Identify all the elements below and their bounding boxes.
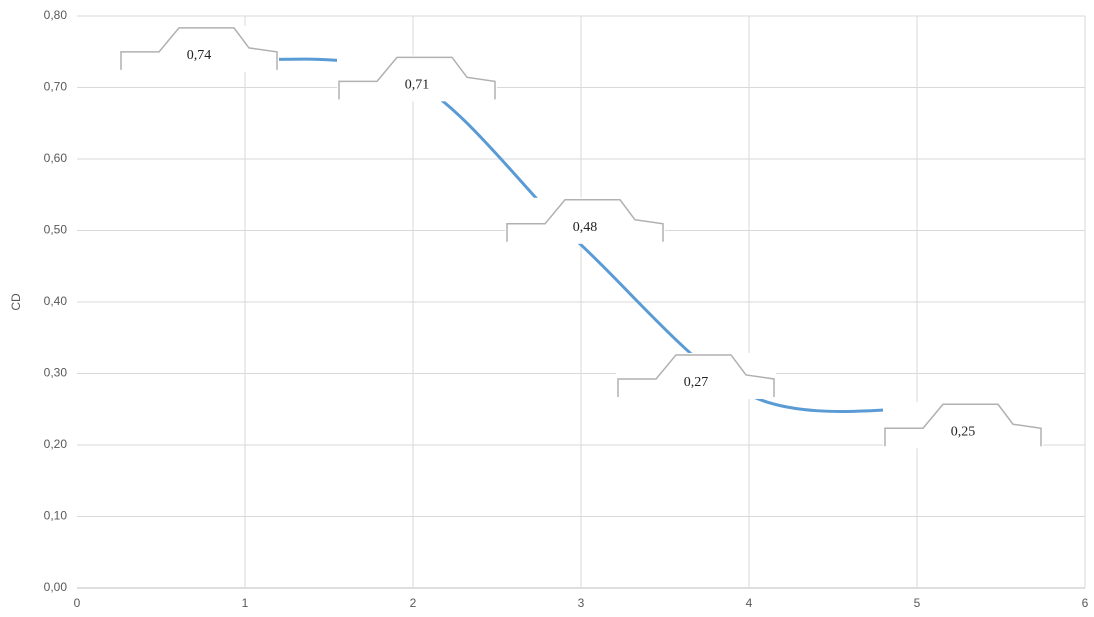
data-label: 0,71 [405,78,430,93]
car-outline [617,354,775,397]
y-tick-label: 0,50 [44,223,68,237]
data-label: 0,48 [573,220,598,235]
y-tick-label: 0,40 [44,294,68,308]
y-axis-label: CD [9,293,23,311]
x-tick-label: 2 [410,596,417,610]
x-tick-label: 1 [242,596,249,610]
car-outline [506,199,664,242]
car-outline [120,27,278,70]
y-tick-label: 0,70 [44,80,68,94]
data-label: 0,25 [951,424,976,439]
y-tick-label: 0,20 [44,437,68,451]
x-tick-label: 6 [1082,596,1089,610]
data-label: 0,74 [187,48,212,63]
x-tick-label: 0 [74,596,81,610]
x-tick-label: 5 [914,596,921,610]
y-tick-label: 0,60 [44,151,68,165]
y-tick-label: 0,00 [44,580,68,594]
car-outline [884,403,1042,447]
car-outline [338,56,496,100]
y-tick-label: 0,10 [44,509,68,523]
y-tick-label: 0,30 [44,366,68,380]
y-tick-label: 0,80 [44,8,68,22]
data-label: 0,27 [684,375,709,390]
x-tick-label: 3 [578,596,585,610]
x-tick-label: 4 [746,596,753,610]
